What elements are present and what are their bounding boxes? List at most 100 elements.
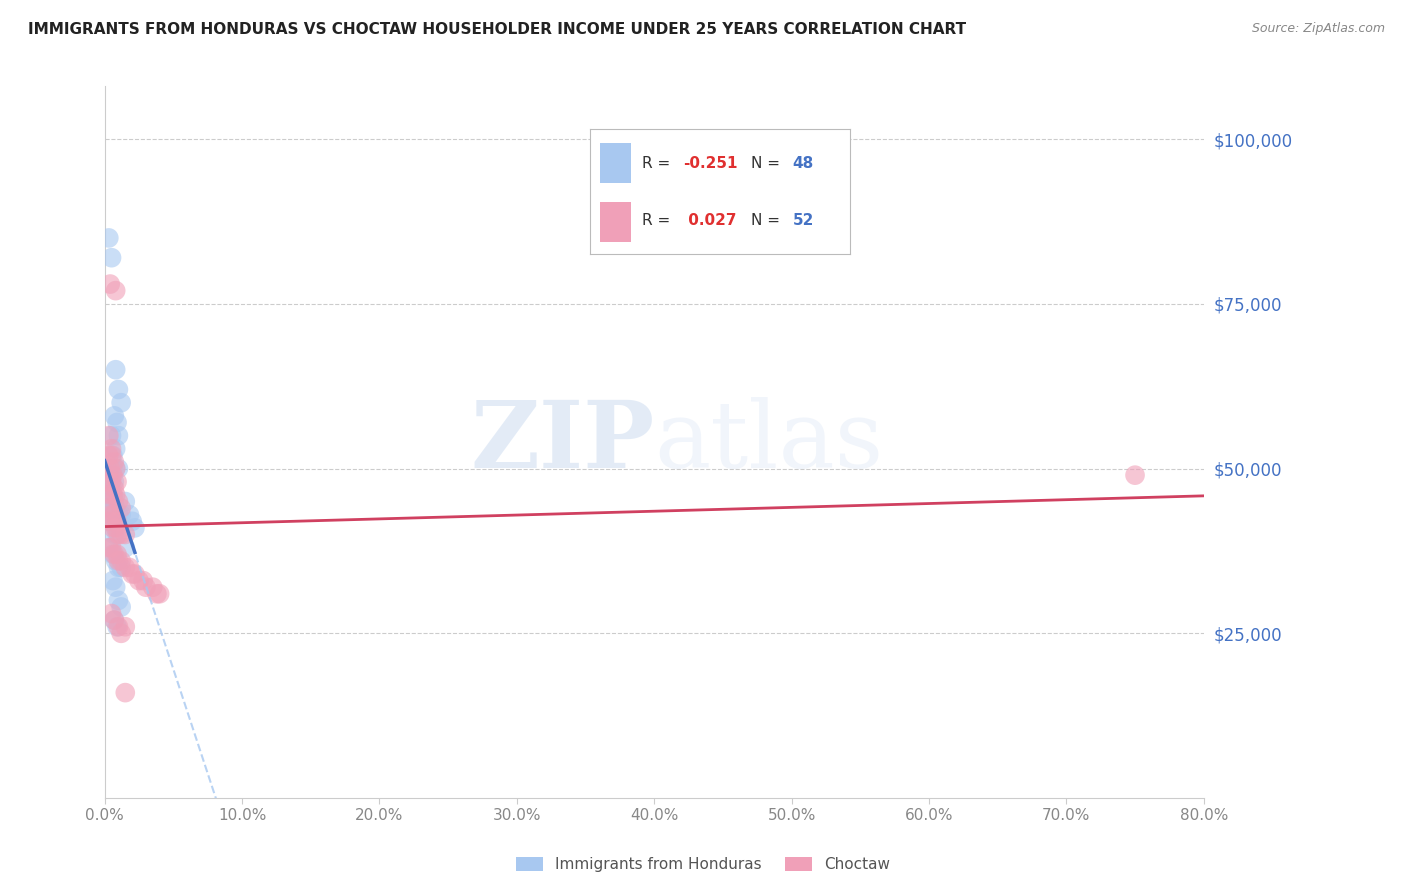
Point [98, 541, 121, 555]
Point [121, 567, 143, 582]
Point [103, 527, 125, 541]
Text: Source: ZipAtlas.com: Source: ZipAtlas.com [1251, 22, 1385, 36]
Point [105, 547, 128, 561]
Point [107, 428, 129, 442]
Text: R =: R = [643, 155, 675, 170]
Point [105, 514, 128, 528]
Point [104, 521, 127, 535]
Point [100, 251, 122, 265]
Point [114, 541, 136, 555]
Point [124, 567, 146, 582]
Point [101, 547, 124, 561]
FancyBboxPatch shape [600, 202, 631, 242]
Point [100, 494, 122, 508]
Point [101, 488, 124, 502]
Point [100, 449, 122, 463]
Point [98, 488, 121, 502]
Point [104, 461, 127, 475]
Text: 48: 48 [793, 155, 814, 170]
Point [103, 475, 125, 489]
Point [1123, 468, 1146, 483]
Point [104, 284, 127, 298]
Point [104, 442, 127, 456]
Point [100, 475, 122, 489]
Point [101, 449, 124, 463]
Point [98, 461, 121, 475]
Point [101, 574, 124, 588]
Point [110, 501, 132, 516]
Point [107, 461, 129, 475]
Point [97, 488, 120, 502]
Point [98, 514, 121, 528]
Point [98, 461, 121, 475]
Point [100, 475, 122, 489]
Point [104, 362, 127, 376]
Point [103, 613, 125, 627]
Point [110, 554, 132, 568]
Point [110, 626, 132, 640]
Point [101, 521, 124, 535]
Point [101, 488, 124, 502]
Point [97, 428, 120, 442]
Point [105, 620, 128, 634]
Point [107, 383, 129, 397]
Text: IMMIGRANTS FROM HONDURAS VS CHOCTAW HOUSEHOLDER INCOME UNDER 25 YEARS CORRELATIO: IMMIGRANTS FROM HONDURAS VS CHOCTAW HOUS… [28, 22, 966, 37]
Point [107, 554, 129, 568]
Point [107, 494, 129, 508]
Point [98, 501, 121, 516]
Point [118, 560, 141, 574]
Point [97, 514, 120, 528]
Point [110, 560, 132, 574]
Point [104, 501, 127, 516]
Point [110, 395, 132, 409]
Point [97, 231, 120, 245]
Text: ZIP: ZIP [470, 397, 654, 487]
Point [107, 527, 129, 541]
Point [97, 501, 120, 516]
Point [110, 527, 132, 541]
Point [149, 587, 172, 601]
Point [103, 613, 125, 627]
Point [97, 541, 120, 555]
Point [132, 574, 155, 588]
Point [135, 580, 157, 594]
Text: 52: 52 [793, 213, 814, 228]
Point [97, 449, 120, 463]
Point [97, 475, 120, 489]
Point [114, 494, 136, 508]
Point [103, 494, 125, 508]
Point [107, 508, 129, 522]
Point [104, 554, 127, 568]
Point [105, 527, 128, 541]
Point [146, 587, 169, 601]
FancyBboxPatch shape [600, 143, 631, 183]
Text: 0.027: 0.027 [683, 213, 737, 228]
Point [114, 620, 136, 634]
Point [103, 455, 125, 469]
Text: R =: R = [643, 213, 675, 228]
Point [100, 541, 122, 555]
Point [98, 277, 121, 291]
Point [118, 508, 141, 522]
Text: -0.251: -0.251 [683, 155, 738, 170]
Point [114, 560, 136, 574]
Point [101, 501, 124, 516]
Point [142, 580, 165, 594]
Point [105, 475, 128, 489]
Point [100, 508, 122, 522]
Point [103, 481, 125, 495]
Point [103, 508, 125, 522]
Point [101, 468, 124, 483]
Point [107, 560, 129, 574]
Text: atlas: atlas [654, 397, 883, 487]
Point [121, 514, 143, 528]
Text: N =: N = [751, 213, 785, 228]
Point [97, 475, 120, 489]
Point [104, 488, 127, 502]
Point [107, 593, 129, 607]
Point [124, 521, 146, 535]
Point [128, 574, 150, 588]
Point [98, 481, 121, 495]
Point [110, 508, 132, 522]
Point [110, 599, 132, 614]
